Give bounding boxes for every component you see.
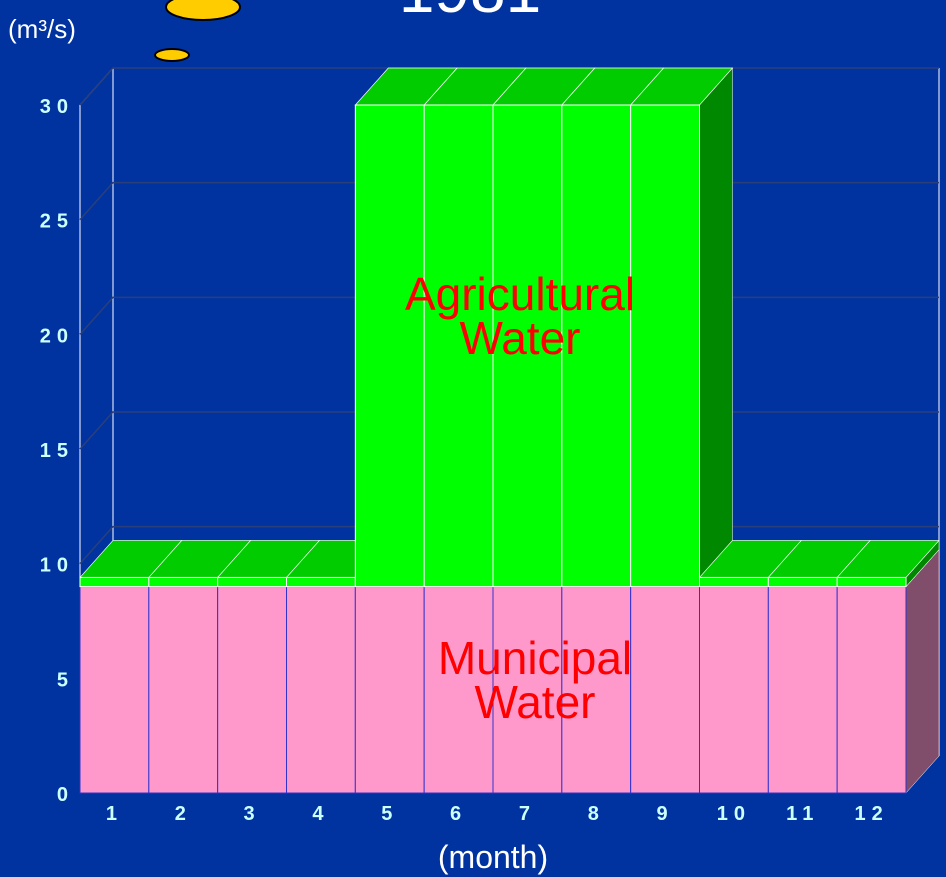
y-tick-label: 20 xyxy=(40,325,74,347)
bar xyxy=(286,586,356,794)
bar xyxy=(836,576,907,588)
y-tick-label: 5 xyxy=(57,669,74,691)
y-tick-label: 25 xyxy=(40,211,74,233)
bar xyxy=(354,104,425,588)
y-tick-label: 30 xyxy=(40,96,74,118)
bar-side xyxy=(699,67,733,588)
x-tick-label: 3 xyxy=(244,803,261,825)
bar xyxy=(492,586,563,794)
y-tick-label: 15 xyxy=(40,440,74,462)
bar xyxy=(148,586,219,794)
bar xyxy=(286,576,356,588)
x-tick-label: 1 xyxy=(106,803,123,825)
bar-side xyxy=(905,548,940,794)
x-tick-label: 11 xyxy=(786,803,819,825)
bar xyxy=(630,586,701,794)
x-tick-label: 12 xyxy=(854,803,888,825)
bar xyxy=(836,586,907,794)
y-axis-label: (m³/s) xyxy=(8,14,76,44)
y-tick-label: 10 xyxy=(40,555,74,577)
x-tick-label: 8 xyxy=(588,803,605,825)
bar xyxy=(423,104,494,588)
decoration xyxy=(165,0,241,21)
bar xyxy=(217,576,288,588)
x-tick-label: 6 xyxy=(450,803,467,825)
bar xyxy=(79,586,150,794)
chart-title: 1981 xyxy=(399,0,541,26)
series-label: Municipal Water xyxy=(437,632,633,728)
bar xyxy=(79,576,150,588)
x-axis-label: (month) xyxy=(438,839,548,875)
bar xyxy=(699,586,769,794)
bar xyxy=(354,586,425,794)
decoration xyxy=(154,48,190,62)
bar xyxy=(561,586,632,794)
bar xyxy=(767,576,838,588)
x-tick-label: 5 xyxy=(381,803,398,825)
bar xyxy=(630,104,701,588)
bar xyxy=(699,576,769,588)
x-tick-label: 9 xyxy=(657,803,674,825)
bar xyxy=(767,586,838,794)
series-label: Agricultural Water xyxy=(404,268,636,364)
x-tick-label: 2 xyxy=(175,803,192,825)
bar xyxy=(492,104,563,588)
x-tick-label: 10 xyxy=(717,803,751,825)
bar xyxy=(217,586,288,794)
bar xyxy=(148,576,219,588)
x-tick-label: 7 xyxy=(519,803,536,825)
x-tick-label: 4 xyxy=(312,803,329,825)
y-tick-label: 0 xyxy=(57,784,74,806)
